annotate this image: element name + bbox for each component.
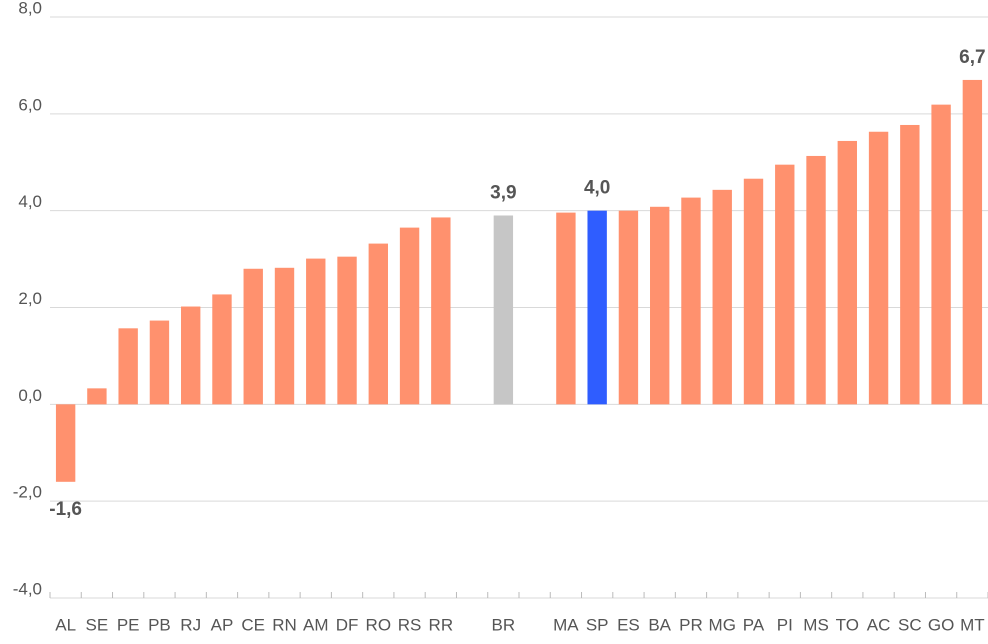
x-tick-label: GO [928, 615, 954, 634]
bar [243, 268, 263, 405]
x-tick-label: RR [429, 615, 454, 634]
x-tick-label: RN [272, 615, 297, 634]
x-tick-label: BA [648, 615, 671, 634]
x-tick-label: ES [617, 615, 640, 634]
x-tick-label: PR [679, 615, 703, 634]
value-label: 6,7 [959, 47, 985, 68]
x-tick-label: MS [803, 615, 829, 634]
x-tick-label: AM [303, 615, 329, 634]
y-tick-label: -4,0 [13, 579, 42, 598]
x-tick-label: RO [366, 615, 392, 634]
value-label: -1,6 [49, 499, 82, 520]
bar [87, 388, 107, 405]
y-tick-label: 4,0 [18, 192, 42, 211]
bar [212, 294, 232, 405]
x-tick-label: RJ [180, 615, 201, 634]
bar [650, 206, 670, 405]
x-tick-label: SE [86, 615, 109, 634]
x-tick-label: AP [211, 615, 234, 634]
x-tick-label: MT [960, 615, 985, 634]
x-tick-label: PI [777, 615, 793, 634]
x-tick-label: RS [398, 615, 422, 634]
x-tick-label: TO [836, 615, 859, 634]
y-tick-label: 0,0 [18, 386, 42, 405]
bar [806, 155, 826, 405]
y-tick-label: 8,0 [18, 0, 42, 17]
x-tick-label: CE [241, 615, 265, 634]
bar [743, 178, 764, 405]
bar [587, 210, 607, 405]
bar [431, 217, 451, 405]
bar [55, 404, 76, 482]
bar [868, 131, 889, 405]
bar [681, 197, 701, 405]
value-label: 4,0 [584, 178, 610, 199]
x-tick-label: AL [55, 615, 76, 634]
y-tick-label: 6,0 [18, 95, 42, 114]
bar [274, 267, 295, 405]
bar [618, 210, 639, 405]
bar [118, 328, 138, 405]
x-tick-label: SC [898, 615, 922, 634]
bar [556, 212, 576, 405]
bar [399, 227, 420, 405]
bar [337, 256, 357, 405]
bar [962, 79, 983, 405]
x-tick-label: BR [492, 615, 516, 634]
x-tick-label: MG [709, 615, 736, 634]
x-tick-label: SP [586, 615, 609, 634]
y-tick-label: -2,0 [13, 483, 42, 502]
x-tick-label: PA [743, 615, 765, 634]
bar [368, 243, 388, 405]
x-tick-label: PB [148, 615, 171, 634]
x-tick-label: MA [553, 615, 579, 634]
bar [181, 306, 201, 405]
bar [149, 320, 170, 405]
bar [900, 124, 920, 405]
value-label: 3,9 [490, 183, 516, 204]
x-tick-label: AC [867, 615, 891, 634]
x-tick-label: DF [336, 615, 359, 634]
y-tick-label: 2,0 [18, 289, 42, 308]
bar [837, 140, 857, 405]
bar [931, 104, 951, 405]
bar [493, 215, 514, 405]
x-tick-label: PE [117, 615, 140, 634]
bar [712, 189, 732, 405]
bar [306, 258, 326, 405]
bar [775, 164, 795, 405]
